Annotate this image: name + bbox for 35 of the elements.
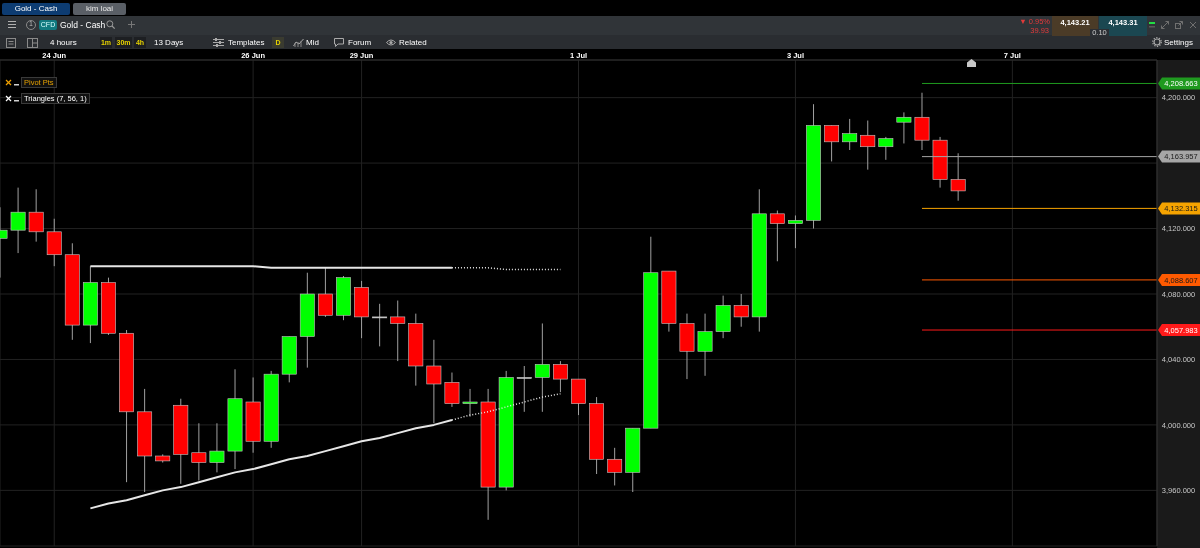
text: 4 hours [50,37,77,48]
text: Related [399,37,427,48]
candlestick [46,218,62,267]
text: 13 Days [154,37,184,48]
candlestick [697,313,713,377]
candlestick [516,365,532,413]
candlestick [390,300,406,362]
text: Settings [1164,37,1193,48]
candlestick [914,92,930,151]
candlestick [317,267,333,318]
candlestick [824,124,840,162]
candlestick [209,422,225,473]
text: kim loai [73,3,126,15]
candlestick [462,388,478,418]
candlestick [860,120,876,171]
candlestick [896,111,912,144]
candlestick [426,339,442,424]
candlestick [607,447,623,486]
candlestick [28,188,44,243]
candlestick [842,118,858,151]
candlestick [191,422,207,482]
candlestick [733,293,749,328]
text: Forum [348,37,372,48]
candlestick [878,136,894,161]
candlestick [788,214,803,249]
candlestick [444,372,460,408]
candlestick [769,210,785,262]
text: Gold - Cash [2,3,70,15]
text: Mid [306,37,319,48]
text: Templates [228,37,265,48]
candlestick [372,303,388,347]
candlestick [10,187,26,254]
chart-title: Gold - Cash [60,19,106,31]
candlestick [553,360,568,393]
candlestick [534,322,550,413]
